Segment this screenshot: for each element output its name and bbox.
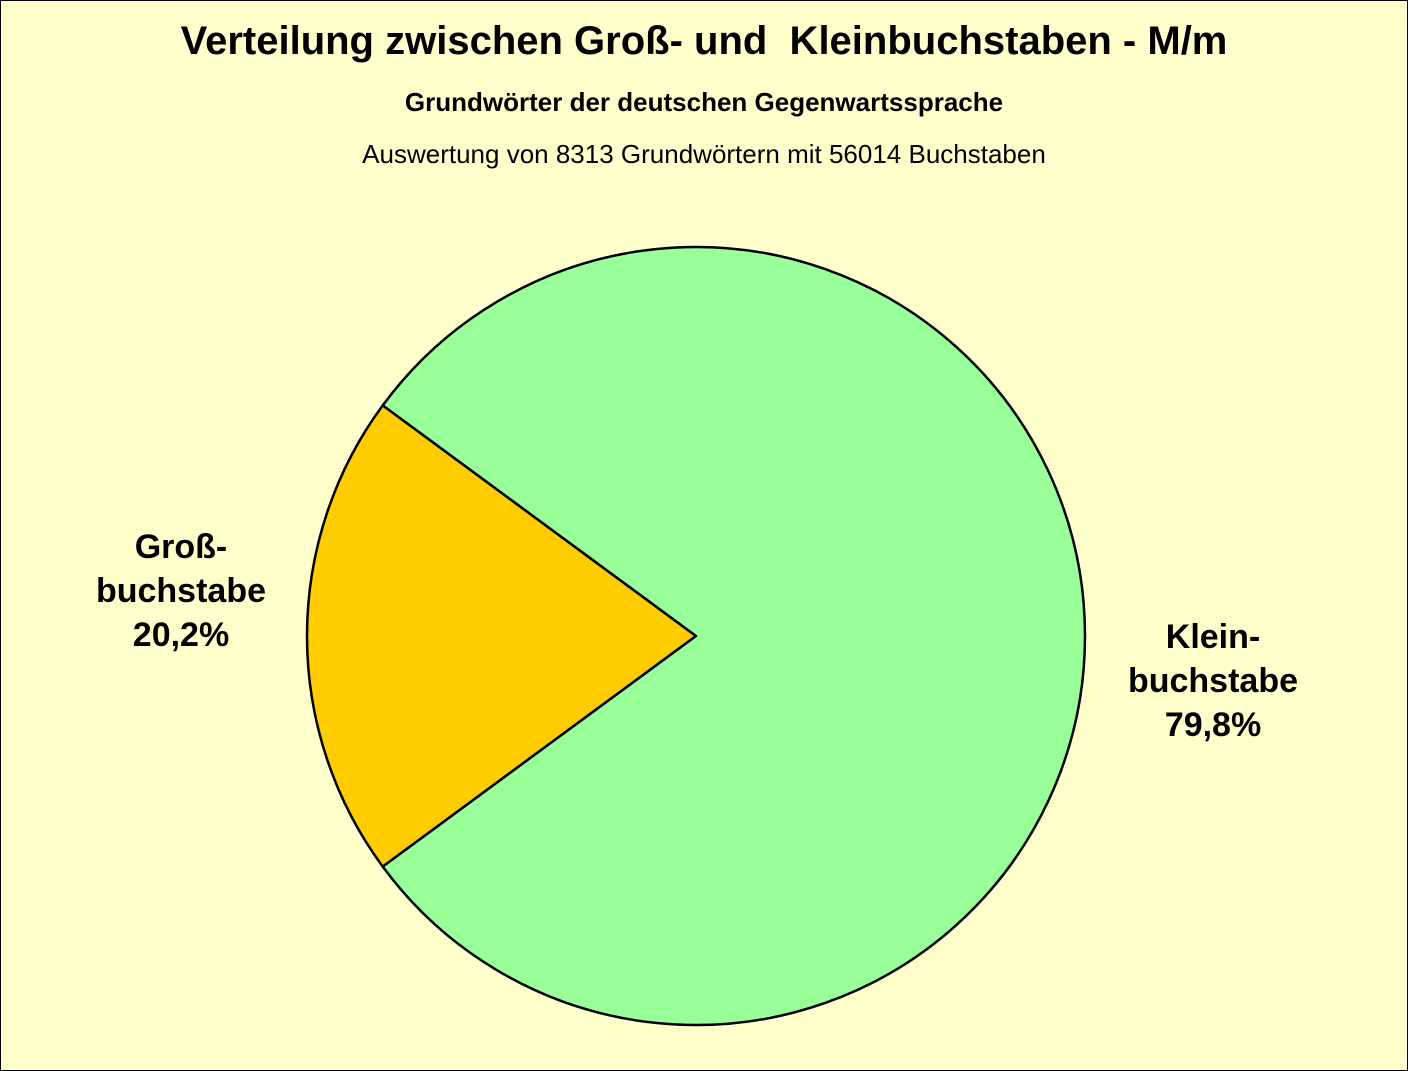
slice-label-kleinbuchstabe: Klein- buchstabe 79,8% bbox=[1093, 615, 1333, 747]
slice-label-line: Klein- bbox=[1165, 618, 1261, 656]
slice-label-line: Groß- bbox=[134, 528, 228, 566]
chart-title: Verteilung zwischen Groß- und Kleinbuchs… bbox=[180, 19, 1228, 63]
pie-slice-kleinbuchstabe bbox=[381, 245, 1087, 1027]
slice-label-line: buchstabe bbox=[1127, 662, 1299, 700]
pie-slice-grossbuchstabe bbox=[305, 404, 698, 868]
chart-note: Auswertung von 8313 Grundwörtern mit 560… bbox=[362, 139, 1046, 169]
chart-subtitle: Grundwörter der deutschen Gegenwartsspra… bbox=[404, 87, 1004, 117]
slice-label-grossbuchstabe: Groß- buchstabe 20,2% bbox=[61, 525, 301, 657]
slice-value-label: 20,2% bbox=[132, 616, 230, 654]
slice-value-label: 79,8% bbox=[1164, 706, 1262, 744]
slice-label-line: buchstabe bbox=[95, 572, 267, 610]
